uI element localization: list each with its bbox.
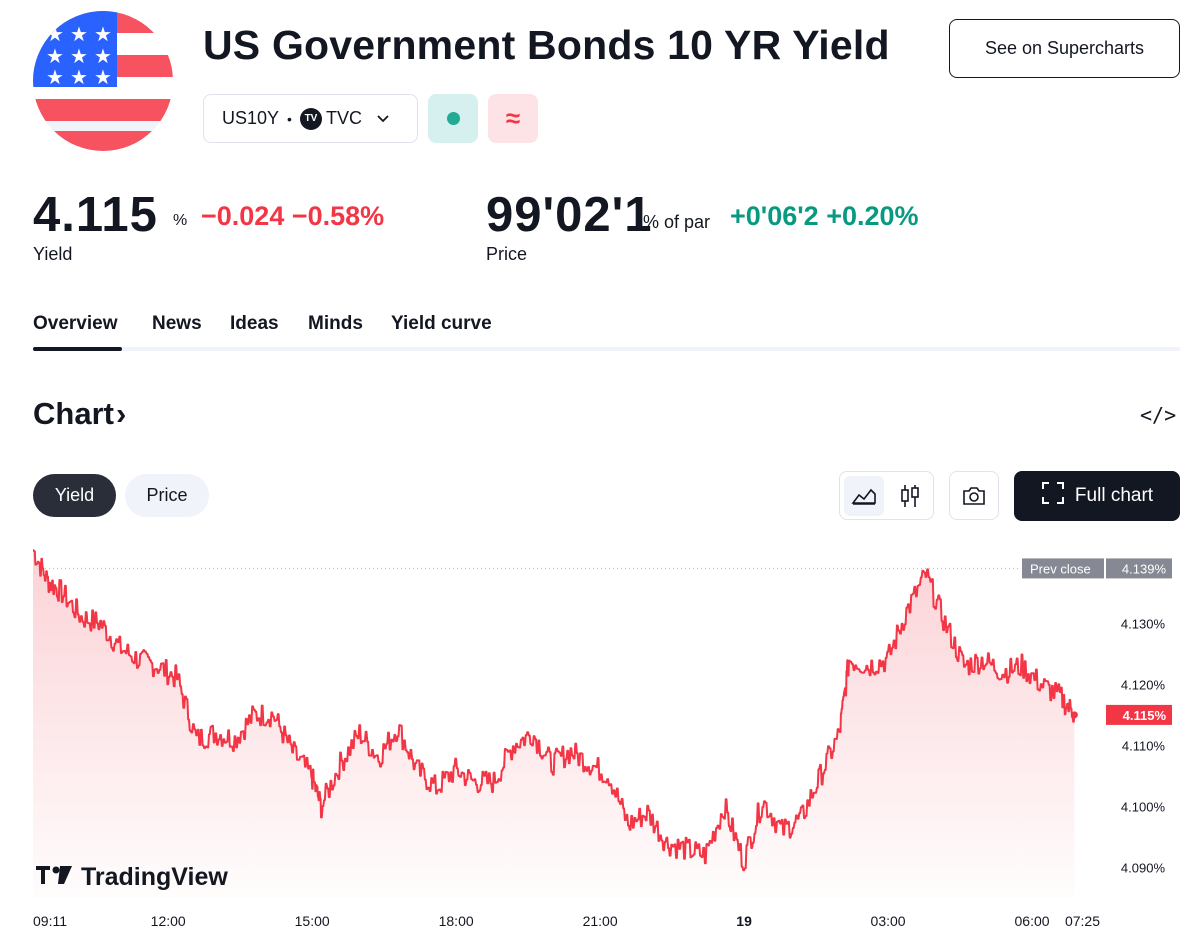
see-on-supercharts-button[interactable]: See on Supercharts <box>949 19 1180 78</box>
tab-minds[interactable]: Minds <box>308 313 363 334</box>
y-tick-label: 4.100% <box>1121 799 1166 814</box>
svg-text:★: ★ <box>94 65 112 89</box>
last-price-dot <box>1070 711 1078 719</box>
area-chart-icon[interactable] <box>844 476 884 516</box>
svg-text:★: ★ <box>70 44 88 68</box>
active-tab-indicator <box>33 347 122 351</box>
yield-change-abs: −0.024 <box>201 201 285 231</box>
tab-overview[interactable]: Overview <box>33 313 118 334</box>
tradingview-logo: TradingView <box>36 863 228 891</box>
x-tick-label: 21:00 <box>583 913 618 929</box>
yield-area-chart[interactable]: 4.130% 4.120% 4.110% 4.100% 4.090% Prev close… <box>0 530 1200 948</box>
y-tick-label: 4.120% <box>1121 677 1166 692</box>
prev-close-value-tag <box>1106 558 1172 579</box>
prev-close-value: 4.139% <box>1122 561 1167 576</box>
market-open-dot-icon <box>446 112 460 125</box>
x-tick-label: 15:00 <box>295 913 330 929</box>
svg-text:★: ★ <box>94 44 112 68</box>
yield-change: −0.024 −0.58% <box>201 201 384 232</box>
svg-text:★: ★ <box>46 44 64 68</box>
yield-change-pct: −0.58% <box>291 201 385 231</box>
page-title: US Government Bonds 10 YR Yield <box>203 22 890 68</box>
yield-line <box>32 549 1076 872</box>
yield-unit: % <box>173 212 188 229</box>
svg-text:★: ★ <box>46 22 64 46</box>
x-tick-label: 12:00 <box>151 913 186 929</box>
y-tick-label: 4.110% <box>1122 738 1166 753</box>
candlestick-chart-icon[interactable] <box>890 476 930 516</box>
price-label: Price <box>486 244 528 264</box>
chart-section-heading[interactable]: Chart› <box>33 396 126 432</box>
price-change: +0'06'2 +0.20% <box>730 201 919 232</box>
last-value-tag <box>1106 704 1172 725</box>
price-value: 99'02'1 <box>486 188 653 242</box>
tab-ideas[interactable]: Ideas <box>230 313 279 334</box>
svg-text:★: ★ <box>70 22 88 46</box>
approx-icon: ≈ <box>505 103 521 133</box>
symbol-selector[interactable]: US10Y • TV TVC <box>203 94 418 143</box>
yield-area-fill <box>33 550 1075 898</box>
tab-yield-curve[interactable]: Yield curve <box>391 313 492 334</box>
exchange-name: TVC <box>325 108 362 128</box>
yield-value: 4.115 <box>33 188 158 242</box>
embed-code-icon[interactable]: </> <box>1140 403 1177 427</box>
full-chart-button[interactable]: Full chart <box>1014 471 1180 521</box>
price-toggle-button[interactable]: Price <box>125 474 209 517</box>
x-tick-label: 19 <box>736 913 752 929</box>
chevron-down-icon <box>376 111 390 127</box>
y-tick-label: 4.090% <box>1121 860 1166 875</box>
market-open-status-chip[interactable] <box>428 94 478 143</box>
x-tick-label: 03:00 <box>871 913 906 929</box>
tradingview-wordmark: TradingView <box>81 863 228 891</box>
price-unit: % of par <box>643 212 711 232</box>
section-tabs: Overview News Ideas Minds Yield curve <box>33 313 1180 351</box>
fullscreen-icon <box>1041 481 1065 511</box>
x-tick-label: 07:25 <box>1065 913 1100 929</box>
chevron-right-icon: › <box>115 396 127 431</box>
y-tick-label: 4.130% <box>1121 616 1166 631</box>
yield-label: Yield <box>33 244 73 264</box>
camera-icon[interactable] <box>949 471 999 520</box>
tab-news[interactable]: News <box>152 313 202 334</box>
prev-close-label: Prev close <box>1030 561 1091 576</box>
delayed-data-chip[interactable]: ≈ <box>488 94 538 143</box>
symbol-ticker: US10Y <box>222 108 280 128</box>
svg-text:★: ★ <box>46 65 64 89</box>
yield-toggle-button[interactable]: Yield <box>33 474 116 517</box>
svg-text:★: ★ <box>70 65 88 89</box>
prev-close-tag <box>1022 558 1104 579</box>
svg-text:★: ★ <box>94 22 112 46</box>
x-tick-label: 18:00 <box>439 913 474 929</box>
last-value-label: 4.115% <box>1123 708 1167 723</box>
x-tick-label: 06:00 <box>1015 913 1050 929</box>
full-chart-label: Full chart <box>1074 485 1154 506</box>
price-change-abs: +0'06'2 <box>730 201 819 231</box>
separator-dot: • <box>287 110 292 127</box>
x-tick-label: 09:11 <box>33 913 67 929</box>
price-change-pct: +0.20% <box>826 201 919 231</box>
us-flag-icon: ★ ★ ★ ★ ★ ★ ★ ★ ★ <box>33 11 173 151</box>
chart-style-group <box>839 471 934 520</box>
chart-heading-text: Chart <box>33 396 114 431</box>
tvc-logo-icon: TV <box>299 107 322 130</box>
